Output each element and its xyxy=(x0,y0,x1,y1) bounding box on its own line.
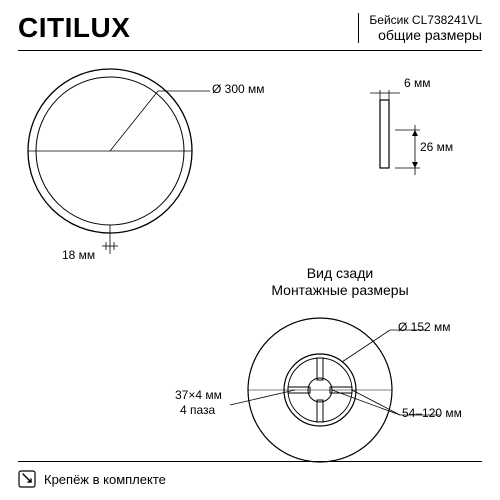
footer-text: Крепёж в комплекте xyxy=(44,472,166,487)
page-title: общие размеры xyxy=(369,27,482,43)
side-width-label: 6 мм xyxy=(404,76,431,90)
front-view-diagram xyxy=(10,56,240,256)
header-divider xyxy=(358,13,359,43)
front-diameter-label: Ø 300 мм xyxy=(212,82,265,96)
rear-range-label: 54–120 мм xyxy=(402,406,462,420)
rear-slot-note: 4 паза xyxy=(180,403,215,417)
rear-slot-label: 37×4 мм xyxy=(175,388,222,402)
rear-heading-2: Монтажные размеры xyxy=(260,282,420,298)
rear-heading-1: Вид сзади xyxy=(260,265,420,281)
header: CITILUX Бейсик CL738241VL общие размеры xyxy=(18,12,482,51)
side-height-label: 26 мм xyxy=(420,140,453,154)
front-rim-label: 18 мм xyxy=(62,248,95,262)
footer: Крепёж в комплекте xyxy=(18,461,482,488)
rear-mount-label: Ø 152 мм xyxy=(398,320,451,334)
header-right: Бейсик CL738241VL общие размеры xyxy=(348,13,482,43)
hardware-icon xyxy=(18,470,36,488)
brand-logo: CITILUX xyxy=(18,12,130,44)
model-code: Бейсик CL738241VL xyxy=(369,13,482,27)
side-view-diagram xyxy=(320,70,470,190)
